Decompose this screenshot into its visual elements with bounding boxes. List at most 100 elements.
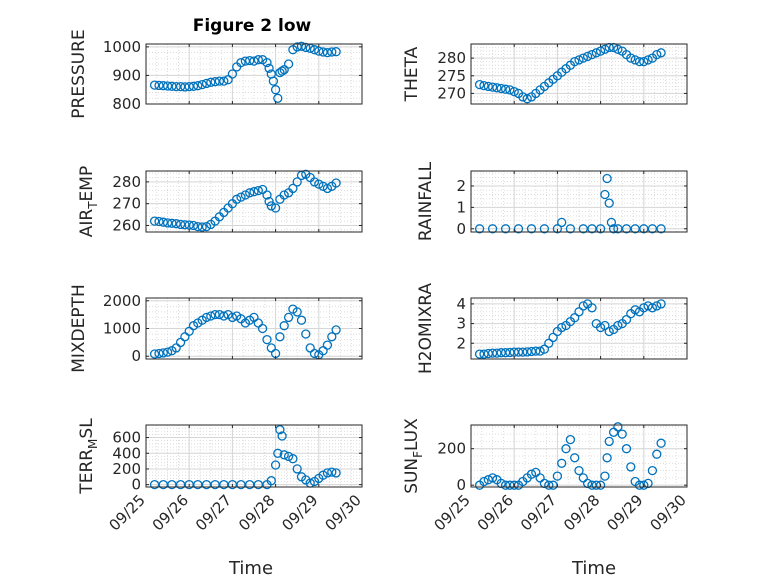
data-point bbox=[539, 224, 550, 234]
data-point bbox=[266, 343, 276, 353]
data-point bbox=[273, 448, 283, 458]
data-point bbox=[561, 444, 571, 454]
data-point bbox=[318, 181, 328, 191]
subplot-pressure: 800 900 1000 PRESSURE bbox=[69, 29, 363, 119]
x-tick-label: 09/27 bbox=[517, 491, 560, 534]
data-point bbox=[236, 192, 246, 202]
axes-box bbox=[470, 43, 688, 105]
y-tick-label: 280 bbox=[437, 49, 466, 67]
y-axis-label: TERRMSL bbox=[77, 418, 100, 495]
axes-box bbox=[470, 297, 688, 360]
y-tick-label: 2 bbox=[456, 334, 466, 352]
y-tick-label: 270 bbox=[112, 195, 141, 213]
y-axis-label: AIRTEMP bbox=[77, 166, 100, 237]
y-axis-label: MIXDEPTH bbox=[69, 284, 89, 373]
data-point bbox=[262, 334, 272, 345]
y-tick-label: 0 bbox=[456, 476, 466, 494]
data-point bbox=[608, 427, 619, 437]
data-point bbox=[630, 55, 640, 65]
data-point bbox=[643, 55, 653, 65]
data-point bbox=[513, 224, 524, 234]
data-point bbox=[184, 81, 194, 92]
data-point bbox=[474, 79, 485, 90]
data-point bbox=[643, 301, 653, 311]
data-point bbox=[487, 473, 498, 483]
data-point bbox=[318, 47, 328, 57]
data-point bbox=[496, 348, 506, 358]
y-tick-label: 1 bbox=[456, 198, 466, 216]
data-point bbox=[548, 332, 558, 343]
data-point bbox=[327, 332, 337, 342]
data-point bbox=[214, 309, 225, 320]
data-point bbox=[201, 312, 212, 323]
data-point bbox=[604, 326, 614, 337]
data-point bbox=[264, 196, 274, 207]
data-point bbox=[587, 303, 597, 313]
data-point bbox=[309, 45, 320, 55]
data-point bbox=[522, 347, 532, 357]
data-point bbox=[279, 450, 289, 460]
data-point bbox=[600, 44, 610, 54]
y-tick-label: 0 bbox=[456, 220, 466, 238]
data-point bbox=[634, 56, 645, 67]
data-point bbox=[253, 479, 263, 490]
data-point bbox=[652, 301, 662, 311]
data-point bbox=[652, 449, 662, 459]
data-point bbox=[656, 224, 666, 234]
data-point bbox=[327, 467, 337, 477]
y-tick-label: 800 bbox=[112, 95, 141, 113]
data-point bbox=[245, 55, 255, 66]
y-tick-label: 275 bbox=[437, 67, 466, 85]
data-point bbox=[331, 468, 341, 478]
data-point bbox=[570, 313, 580, 323]
y-tick-label: 1000 bbox=[103, 38, 141, 56]
y-tick-label: 1000 bbox=[103, 320, 141, 338]
data-point bbox=[656, 299, 666, 309]
data-point bbox=[600, 189, 610, 200]
data-point bbox=[652, 49, 662, 60]
data-point bbox=[522, 94, 532, 104]
subplot-mixdepth: 0 1000 2000 MIXDEPTH bbox=[69, 284, 363, 373]
data-point bbox=[158, 217, 168, 227]
data-point bbox=[630, 305, 640, 315]
y-tick-label: 3 bbox=[456, 315, 466, 333]
data-point bbox=[621, 314, 632, 325]
data-point bbox=[591, 48, 601, 58]
data-point bbox=[479, 349, 489, 359]
data-point bbox=[314, 179, 324, 189]
axes-box bbox=[145, 424, 363, 488]
y-tick-label: 280 bbox=[112, 173, 141, 191]
x-tick-label: 09/26 bbox=[474, 491, 517, 534]
data-point bbox=[279, 190, 289, 200]
data-point bbox=[327, 47, 337, 57]
x-axis-label-right: Time bbox=[571, 558, 616, 579]
data-point bbox=[487, 224, 498, 234]
data-point bbox=[154, 348, 164, 359]
x-tick-label: 09/26 bbox=[149, 491, 192, 534]
y-tick-label: 2000 bbox=[103, 292, 141, 310]
data-point bbox=[193, 221, 203, 232]
data-point bbox=[613, 320, 623, 331]
data-point bbox=[483, 81, 493, 92]
data-point bbox=[621, 224, 632, 234]
data-point bbox=[149, 80, 160, 90]
data-point bbox=[613, 44, 623, 54]
data-point bbox=[193, 81, 203, 91]
data-point bbox=[587, 49, 597, 60]
y-tick-label: 260 bbox=[112, 216, 141, 234]
data-point bbox=[245, 188, 255, 198]
data-point bbox=[167, 479, 177, 490]
axes-box bbox=[145, 43, 363, 105]
data-point bbox=[595, 46, 606, 56]
subplot-sun-flux: 0 200 09/25 09/26 09/27 09/28 09/29 09/30 SUNFLU… bbox=[402, 418, 690, 535]
y-axis-label: PRESSURE bbox=[69, 29, 89, 118]
data-point bbox=[201, 78, 212, 89]
data-point bbox=[602, 453, 612, 463]
data-point bbox=[322, 183, 333, 194]
data-point bbox=[162, 347, 173, 357]
data-point bbox=[206, 311, 216, 321]
data-point bbox=[257, 323, 268, 334]
